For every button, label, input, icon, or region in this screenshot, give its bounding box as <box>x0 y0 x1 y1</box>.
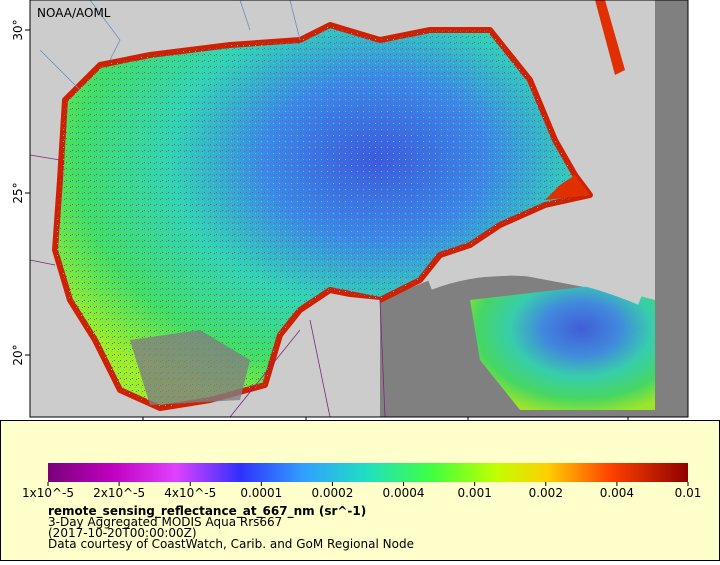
colorbar-tick-label: 0.01 <box>675 486 702 500</box>
legend: 1x10^-5 2x10^-5 4x10^-5 0.0001 0.0002 0.0004 0… <box>0 420 720 561</box>
colorbar-tick-label: 0.001 <box>457 486 491 500</box>
map-frame <box>29 0 689 418</box>
credit: NOAA/AOML <box>37 6 111 20</box>
y-tick-label: 20° <box>11 344 25 365</box>
yucatan <box>310 295 380 417</box>
colorbar-tick-label: 0.002 <box>529 486 563 500</box>
colorbar-tick-label: 0.0001 <box>240 486 282 500</box>
caribbean-data <box>470 285 655 410</box>
colorbar-tick-label: 4x10^-5 <box>164 486 216 500</box>
legend-line: 3-Day Aggregated MODIS Aqua Rrs667 <box>48 515 282 529</box>
florida <box>580 0 640 190</box>
colorbar-tick-label: 0.004 <box>600 486 634 500</box>
borders <box>29 154 386 418</box>
colorbar-tick-label: 0.0004 <box>383 486 425 500</box>
legend-line: (2017-10-20T00:00:00Z) <box>48 526 197 540</box>
colorbar-tick-label: 1x10^-5 <box>22 486 74 500</box>
colorbar-ticks: 1x10^-5 2x10^-5 4x10^-5 0.0001 0.0002 0.0004 0… <box>22 482 701 500</box>
no-data <box>130 330 250 405</box>
legend-title: remote_sensing_reflectance_at_667_nm (sr… <box>48 504 366 519</box>
speckle <box>55 25 590 408</box>
cuba <box>428 265 642 305</box>
colorbar <box>48 463 688 482</box>
y-tick-label: 30° <box>11 19 25 40</box>
map: NOAA/AOML -95°-90°-85°-80°30°25°20° <box>11 0 689 441</box>
no-data <box>655 0 688 417</box>
colorbar-tick-label: 0.0002 <box>311 486 353 500</box>
colorbar-tick-label: 2x10^-5 <box>93 486 145 500</box>
coast-data <box>545 175 590 200</box>
y-tick-label: 25° <box>11 182 25 203</box>
legend-line: Data courtesy of CoastWatch, Carib. and … <box>48 537 414 551</box>
coast-data <box>595 0 625 75</box>
rivers <box>39 0 301 91</box>
